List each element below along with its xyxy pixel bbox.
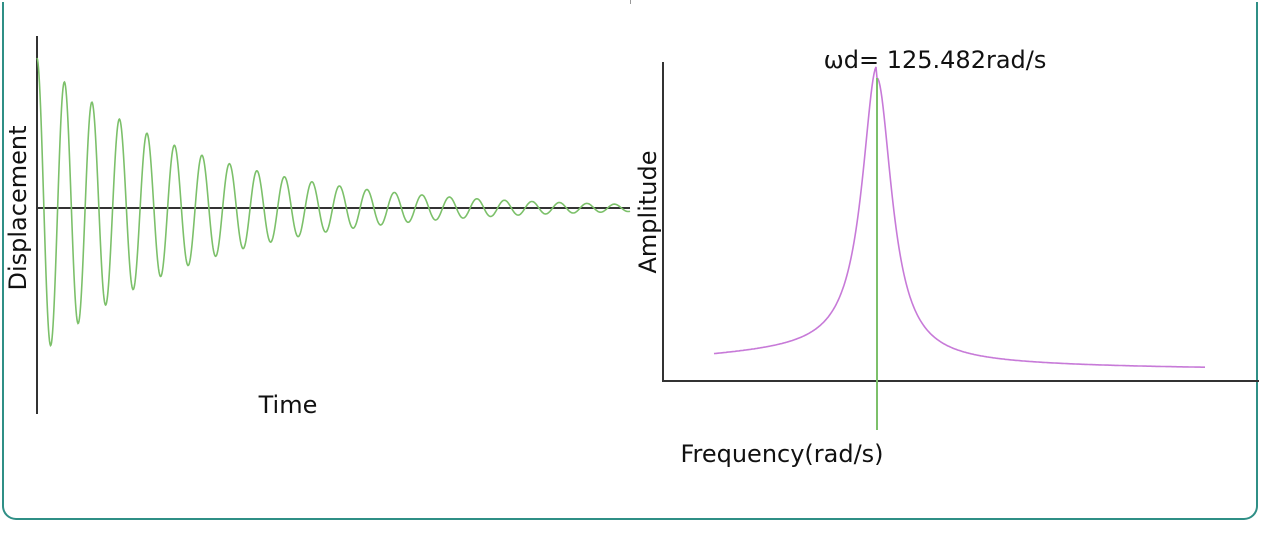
time-domain-chart: Displacement Time <box>4 36 631 419</box>
figure-panel <box>2 2 1258 520</box>
top-divider <box>630 0 631 4</box>
spectrum-line <box>713 66 1205 368</box>
time-signal-line <box>36 57 631 347</box>
spectrum-title: ωd= 125.482rad/s <box>824 46 1047 74</box>
time-xlabel: Time <box>258 391 318 419</box>
time-ylabel: Displacement <box>4 126 32 291</box>
spectrum-ylabel: Amplitude <box>634 151 662 274</box>
spectrum-chart: ωd= 125.482rad/s Amplitude Frequency(rad… <box>634 46 1259 468</box>
spectrum-xlabel: Frequency(rad/s) <box>680 440 883 468</box>
